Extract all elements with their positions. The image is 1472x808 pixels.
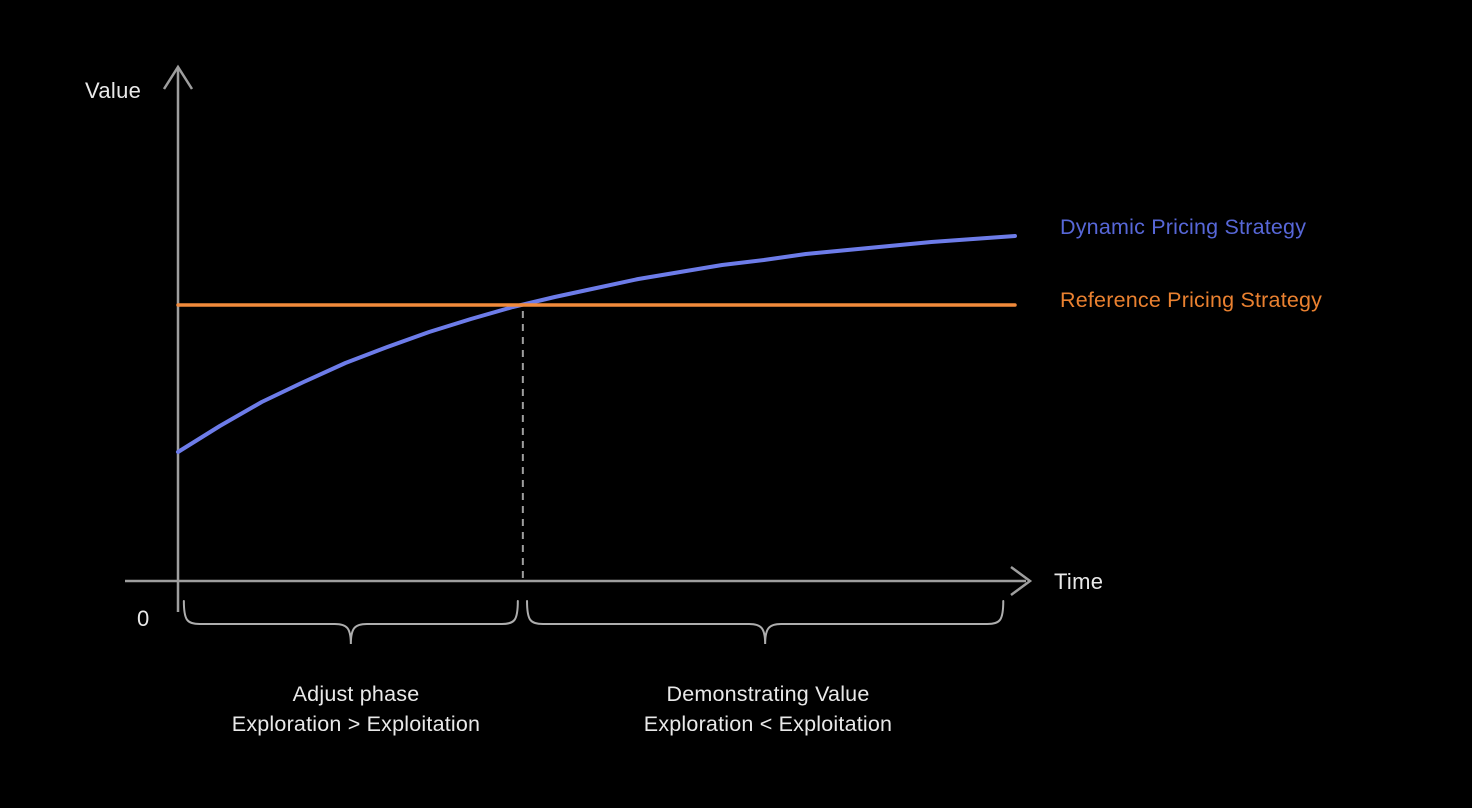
x-axis-arrowhead: [1010, 565, 1033, 597]
legend-reference-pricing: Reference Pricing Strategy: [1060, 288, 1323, 312]
dynamic-pricing-curve: [176, 234, 1017, 454]
adjust-phase-brace: [182, 600, 519, 645]
y-axis-label: Value: [85, 78, 142, 103]
phase-label-demonstrating: Demonstrating Value Exploration < Exploi…: [538, 679, 998, 739]
phase-label-adjust: Adjust phase Exploration > Exploitation: [126, 679, 586, 739]
origin-label: 0: [137, 606, 150, 631]
demonstrating-value-brace: [526, 600, 1005, 645]
legend-dynamic-pricing: Dynamic Pricing Strategy: [1060, 215, 1307, 239]
phase-title: Demonstrating Value: [666, 682, 870, 706]
x-axis-label: Time: [1054, 569, 1104, 594]
phase-title: Adjust phase: [292, 682, 420, 706]
phase-condition: Exploration < Exploitation: [643, 712, 893, 736]
y-axis-arrowhead: [162, 64, 194, 90]
phase-condition: Exploration > Exploitation: [231, 712, 481, 736]
